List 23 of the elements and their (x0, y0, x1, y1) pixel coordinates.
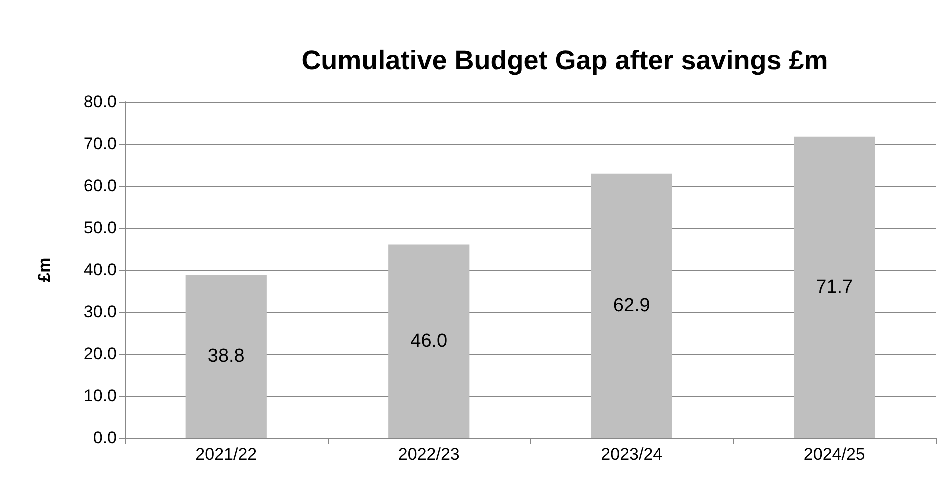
bar (794, 136, 876, 438)
x-tick-label: 2022/23 (398, 445, 460, 464)
chart-title: Cumulative Budget Gap after savings £m (302, 46, 828, 76)
x-tick-label: 2021/22 (196, 445, 258, 464)
bar (388, 244, 470, 438)
data-label: 38.8 (208, 346, 245, 368)
y-tick-label: 40.0 (84, 260, 117, 280)
y-tick-label: 50.0 (84, 218, 117, 238)
y-tick-label: 0.0 (93, 428, 117, 448)
y-tick-label: 80.0 (84, 92, 117, 112)
x-tick-label: 2023/24 (601, 445, 663, 464)
y-tick-label: 60.0 (84, 176, 117, 196)
data-label: 46.0 (410, 330, 448, 352)
x-tick-label: 2024/25 (804, 445, 866, 464)
y-axis-title: £m (35, 258, 54, 282)
y-tick-label: 10.0 (84, 386, 117, 406)
bar (591, 174, 672, 438)
y-tick-label: 20.0 (84, 344, 117, 364)
data-label: 62.9 (613, 295, 650, 316)
bar (186, 275, 267, 438)
data-label: 71.7 (816, 276, 854, 298)
y-tick-label: 30.0 (84, 302, 117, 322)
y-tick-label: 70.0 (84, 134, 117, 154)
